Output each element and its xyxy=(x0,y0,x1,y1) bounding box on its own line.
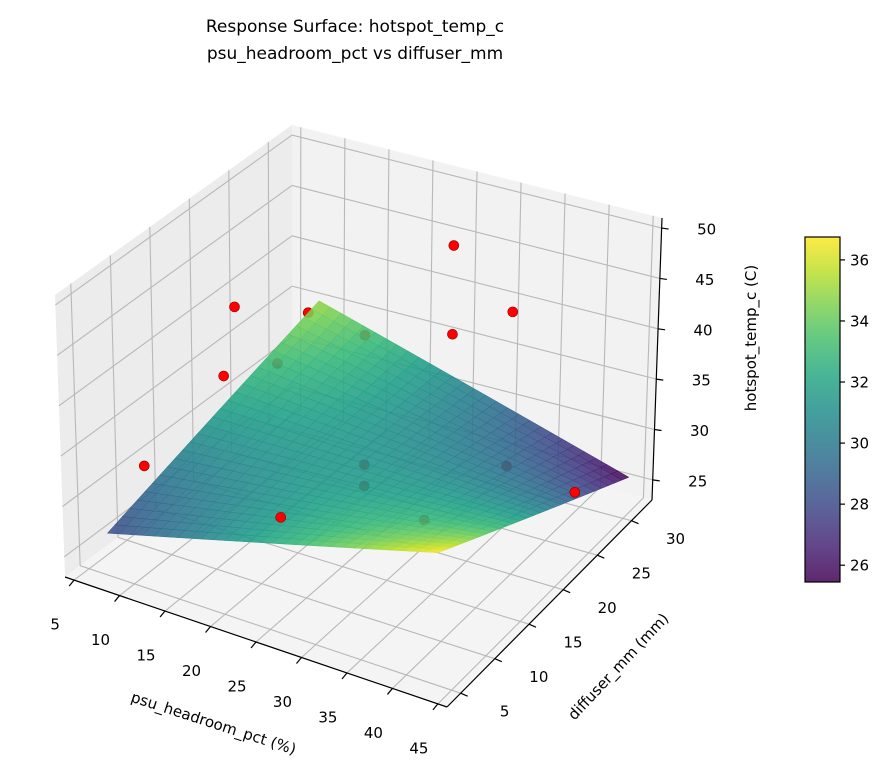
data-point xyxy=(508,307,518,317)
y-tick xyxy=(597,555,604,558)
y-tick xyxy=(563,590,570,593)
z-tick xyxy=(653,480,660,481)
colorbar-tick-label: 36 xyxy=(850,251,869,269)
x-tick-label: 5 xyxy=(50,616,60,634)
x-tick xyxy=(342,673,347,679)
colorbar-tick-label: 30 xyxy=(850,435,869,453)
x-tick-label: 35 xyxy=(318,708,337,726)
z-tick-label: 35 xyxy=(692,372,711,390)
colorbar-tick-label: 32 xyxy=(850,374,869,392)
colorbar-ticks: 26 28 30 32 34 36 xyxy=(840,251,869,574)
z-tick xyxy=(658,329,665,330)
x-tick xyxy=(387,688,392,694)
x-tick-label: 30 xyxy=(273,693,292,711)
data-point xyxy=(139,461,149,471)
chart-title: Response Surface: hotspot_temp_c xyxy=(206,17,504,37)
x-tick xyxy=(115,596,120,602)
x-tick-label: 10 xyxy=(91,631,110,649)
data-point xyxy=(447,329,457,339)
colorbar-tick-label: 26 xyxy=(850,557,869,575)
y-tick-label: 10 xyxy=(529,668,548,686)
y-tick-label: 30 xyxy=(666,530,685,548)
y-tick xyxy=(461,693,468,696)
x-tick xyxy=(160,611,165,617)
y-tick-label: 15 xyxy=(563,634,582,652)
z-tick-label: 45 xyxy=(695,271,714,289)
x-tick-label: 25 xyxy=(227,678,246,696)
x-tick xyxy=(251,642,256,648)
z-tick xyxy=(662,228,669,229)
data-point xyxy=(449,241,459,251)
y-tick-label: 25 xyxy=(632,565,651,583)
y-axis-label: diffuser_mm (mm) xyxy=(564,610,673,725)
x-tick xyxy=(69,580,74,586)
z-tick xyxy=(655,430,662,431)
data-point xyxy=(230,302,240,312)
x-tick xyxy=(433,704,438,710)
data-point xyxy=(276,512,286,522)
z-tick xyxy=(656,379,663,380)
x-tick xyxy=(296,657,301,663)
chart-subtitle: psu_headroom_pct vs diffuser_mm xyxy=(207,44,503,64)
x-tick-label: 15 xyxy=(137,647,156,665)
x-tick-label: 40 xyxy=(364,724,383,742)
colorbar xyxy=(805,237,840,582)
y-tick xyxy=(529,624,536,627)
data-point xyxy=(570,487,580,497)
z-tick-label: 40 xyxy=(694,321,713,339)
z-tick-label: 25 xyxy=(688,472,707,490)
z-tick xyxy=(660,278,667,279)
colorbar-tick-label: 34 xyxy=(850,312,869,330)
colorbar-tick-label: 28 xyxy=(850,496,869,514)
y-tick-label: 20 xyxy=(598,599,617,617)
x-tick xyxy=(206,627,211,633)
y-tick xyxy=(495,659,502,662)
z-tick-label: 30 xyxy=(690,422,709,440)
z-tick-label: 50 xyxy=(697,221,716,239)
z-axis-label: hotspot_temp_c (C) xyxy=(742,265,761,411)
data-point xyxy=(219,371,229,381)
x-tick-label: 20 xyxy=(182,662,201,680)
y-tick-label: 5 xyxy=(500,703,510,721)
y-tick xyxy=(632,521,639,524)
x-tick-label: 45 xyxy=(409,739,428,757)
